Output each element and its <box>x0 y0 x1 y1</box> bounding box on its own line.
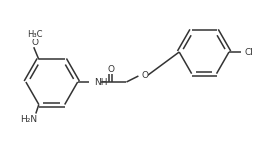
Text: O: O <box>31 38 38 47</box>
Text: H₃C: H₃C <box>27 30 42 39</box>
Text: O: O <box>141 70 148 80</box>
Text: Cl: Cl <box>245 48 254 57</box>
Text: NH: NH <box>94 78 108 86</box>
Text: H₂N: H₂N <box>20 115 37 124</box>
Text: O: O <box>107 64 114 74</box>
